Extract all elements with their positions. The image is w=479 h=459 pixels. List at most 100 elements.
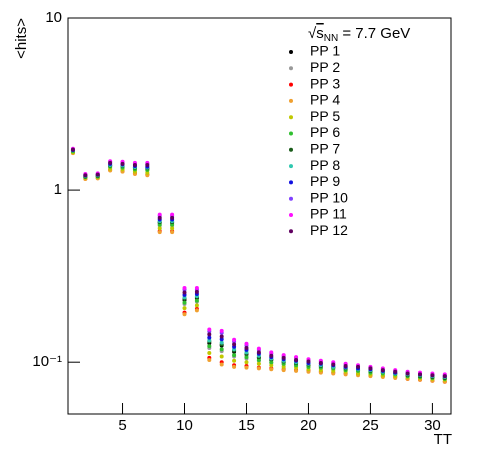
- y-tick-label: 10: [45, 9, 62, 26]
- x-axis-label: TT: [434, 431, 452, 448]
- data-point: [182, 300, 187, 305]
- data-point: [207, 338, 212, 343]
- legend-label: PP 12: [310, 222, 348, 238]
- legend-marker: [289, 180, 293, 185]
- annotation: √sNN = 7.7 GeV: [308, 25, 410, 44]
- legend-label: PP 5: [310, 108, 340, 124]
- data-point: [182, 290, 187, 295]
- data-point: [145, 162, 150, 167]
- data-point: [70, 147, 75, 152]
- annotation-rest: = 7.7 GeV: [338, 25, 410, 42]
- data-point: [157, 215, 162, 220]
- data-point: [232, 353, 237, 358]
- data-point: [281, 368, 286, 373]
- annotation-root: √: [308, 25, 317, 42]
- data-point: [182, 285, 187, 290]
- legend-label: PP 4: [310, 92, 340, 108]
- data-point: [219, 347, 224, 352]
- data-point: [232, 337, 237, 342]
- y-axis-label: <hits>: [13, 18, 30, 59]
- data-point: [430, 373, 435, 378]
- annotation-s: s: [316, 25, 324, 42]
- legend-marker: [289, 229, 293, 234]
- data-point: [269, 353, 274, 358]
- legend-marker: [289, 131, 293, 136]
- data-point: [232, 358, 237, 363]
- y-tick-label: 1: [54, 181, 62, 198]
- data-point: [244, 345, 249, 350]
- data-point: [281, 364, 286, 369]
- legend-marker: [289, 50, 293, 54]
- data-point: [157, 212, 162, 217]
- data-point: [442, 374, 447, 379]
- data-point: [244, 360, 249, 365]
- data-point: [356, 364, 361, 369]
- annotation-sub: NN: [324, 33, 338, 44]
- data-point: [157, 230, 162, 235]
- data-point: [368, 366, 373, 371]
- data-point: [207, 357, 212, 362]
- data-point: [244, 341, 249, 346]
- data-point: [207, 351, 212, 356]
- data-point: [194, 298, 199, 303]
- data-point: [219, 362, 224, 367]
- data-point: [244, 365, 249, 370]
- legend-label: PP 1: [310, 43, 340, 59]
- data-point: [194, 285, 199, 290]
- data-point: [207, 344, 212, 349]
- data-point: [95, 172, 100, 177]
- data-point: [294, 355, 299, 360]
- data-point: [207, 335, 212, 340]
- x-tick-label: 5: [118, 417, 126, 434]
- data-point: [219, 328, 224, 333]
- legend-label: PP 11: [310, 206, 347, 222]
- data-point: [232, 342, 237, 347]
- data-point: [219, 334, 224, 339]
- data-point: [306, 359, 311, 364]
- data-point: [219, 340, 224, 345]
- data-point: [194, 308, 199, 313]
- legend-marker: [289, 164, 293, 169]
- x-tick-label: 10: [176, 417, 193, 434]
- data-point: [170, 226, 175, 231]
- data-point: [281, 355, 286, 360]
- y-tick-label: 10⁻¹: [32, 353, 62, 370]
- data-point: [145, 170, 150, 175]
- data-point: [108, 160, 113, 165]
- legend-marker: [289, 82, 293, 87]
- data-point: [232, 364, 237, 369]
- x-tick-label: 15: [238, 417, 255, 434]
- data-point: [182, 312, 187, 317]
- legend-marker: [289, 196, 293, 201]
- data-point: [120, 161, 125, 166]
- data-point: [269, 350, 274, 355]
- data-point: [281, 353, 286, 358]
- data-point: [182, 306, 187, 311]
- data-point: [343, 364, 348, 369]
- data-point: [170, 230, 175, 235]
- data-point: [194, 303, 199, 308]
- data-point: [83, 173, 88, 178]
- legend-label: PP 6: [310, 124, 340, 140]
- data-point: [256, 357, 261, 362]
- legend-marker: [289, 66, 293, 71]
- data-point: [318, 360, 323, 365]
- data-point: [380, 368, 385, 373]
- plot-frame: [67, 17, 452, 415]
- data-point: [244, 355, 249, 360]
- data-point: [256, 361, 261, 366]
- data-point: [331, 362, 336, 367]
- legend-label: PP 3: [310, 75, 340, 91]
- legend-marker: [289, 115, 293, 120]
- data-point: [294, 357, 299, 362]
- legend-marker: [289, 213, 293, 217]
- legend-marker: [289, 98, 293, 103]
- data-point: [256, 350, 261, 355]
- x-tick-label: 25: [362, 417, 379, 434]
- data-point: [294, 368, 299, 373]
- legend-label: PP 8: [310, 157, 340, 173]
- data-point: [207, 327, 212, 332]
- legend-label: PP 2: [310, 59, 340, 75]
- data-point: [269, 367, 274, 372]
